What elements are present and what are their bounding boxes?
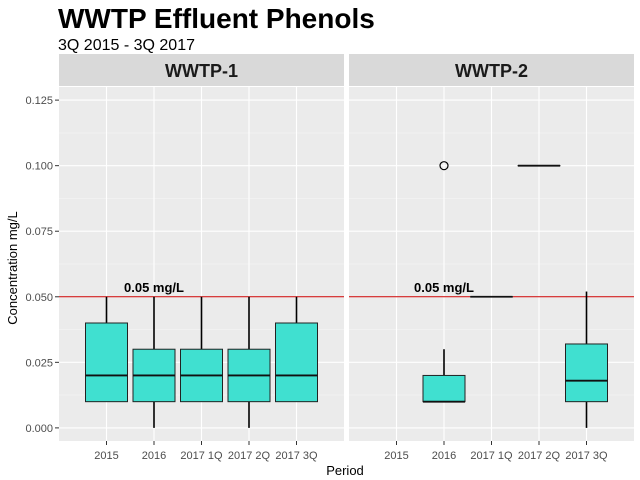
facet-strip-label: WWTP-2 <box>455 61 528 81</box>
box-2015 <box>85 296 128 403</box>
x-tick-label: 2017 2Q <box>518 450 561 462</box>
outlier-point <box>439 161 449 171</box>
x-tick-label: 2015 <box>384 450 408 462</box>
box-2017-1q <box>180 296 223 403</box>
chart-title: WWTP Effluent Phenols <box>58 3 375 34</box>
facet-panel-wwtp-2: WWTP-2 0.05 mg/L 2015 2016 2017 1Q 2017 2Q 201… <box>349 54 634 462</box>
box-iqr <box>85 322 128 403</box>
y-tick-label: 0.050 <box>25 292 53 304</box>
box-iqr <box>565 343 608 403</box>
facet-strip <box>59 54 344 86</box>
x-tick-label: 2015 <box>94 450 118 462</box>
y-axis-title: Concentration mg/L <box>5 211 20 324</box>
y-tick-label: 0.125 <box>25 95 53 107</box>
box-2017-3q <box>565 291 608 428</box>
x-tick-label: 2016 <box>142 450 166 462</box>
x-axis-title: Period <box>326 463 364 478</box>
x-tick-label: 2017 1Q <box>180 450 223 462</box>
box-2016 <box>422 161 466 403</box>
y-tick-label: 0.075 <box>25 226 53 238</box>
y-tick-label: 0.000 <box>25 423 53 435</box>
facet-strip <box>349 54 634 86</box>
box-2016 <box>132 296 176 428</box>
facet-panel-wwtp-1: WWTP-1 0.05 mg/L 2015 2016 2017 1Q 2017 2Q 201… <box>59 54 344 462</box>
box-2017-3q <box>275 296 318 403</box>
y-tick-label: 0.025 <box>25 357 53 369</box>
facet-panels: 0.000 0.025 0.050 0.075 0.100 0.125 WWTP-1 0.05… <box>25 54 634 462</box>
box-iqr <box>275 322 318 403</box>
chart-subtitle: 3Q 2015 - 3Q 2017 <box>58 37 195 54</box>
y-tick-label: 0.100 <box>25 161 53 173</box>
reference-line-label: 0.05 mg/L <box>414 280 474 295</box>
box-iqr <box>422 374 466 403</box>
x-tick-label: 2017 3Q <box>275 450 318 462</box>
x-tick-label: 2017 3Q <box>565 450 608 462</box>
x-tick-label: 2017 1Q <box>470 450 513 462</box>
box-2017-2q <box>227 296 271 428</box>
x-tick-label: 2017 2Q <box>228 450 271 462</box>
x-tick-label: 2016 <box>432 450 456 462</box>
reference-line-label: 0.05 mg/L <box>124 280 184 295</box>
facet-strip-label: WWTP-1 <box>165 61 238 81</box>
